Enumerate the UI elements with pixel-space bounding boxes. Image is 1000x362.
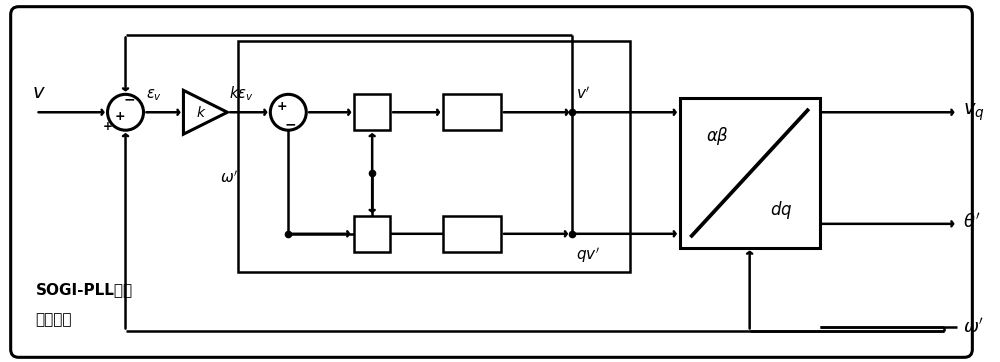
Text: SOGI-PLL相角: SOGI-PLL相角 (36, 282, 133, 297)
Text: $1/s$: $1/s$ (460, 104, 484, 121)
Text: $v_q$: $v_q$ (963, 101, 985, 123)
Text: 检测模块: 检测模块 (36, 312, 72, 327)
FancyBboxPatch shape (443, 216, 501, 252)
Text: −: − (284, 117, 296, 131)
FancyBboxPatch shape (354, 94, 390, 130)
FancyBboxPatch shape (443, 94, 501, 130)
Text: $\theta'$: $\theta'$ (963, 212, 981, 231)
Text: $v'$: $v'$ (576, 86, 590, 102)
Text: −: − (124, 92, 135, 106)
Text: +: + (103, 120, 112, 133)
Text: $v$: $v$ (32, 83, 45, 102)
Text: $\omega'$: $\omega'$ (963, 318, 985, 337)
Text: $dq$: $dq$ (770, 199, 793, 221)
Text: $\alpha\beta$: $\alpha\beta$ (706, 125, 729, 147)
Text: $k$: $k$ (196, 105, 207, 120)
Text: $\varepsilon_v$: $\varepsilon_v$ (146, 88, 163, 103)
Text: $k\varepsilon_v$: $k\varepsilon_v$ (229, 85, 254, 103)
Text: $\times$: $\times$ (364, 224, 380, 243)
FancyBboxPatch shape (11, 7, 972, 357)
Text: $\omega'$: $\omega'$ (220, 170, 238, 186)
FancyBboxPatch shape (238, 41, 630, 272)
Text: +: + (114, 110, 125, 123)
Text: $qv'$: $qv'$ (576, 246, 600, 265)
FancyBboxPatch shape (354, 216, 390, 252)
Text: $1/s$: $1/s$ (460, 225, 484, 242)
FancyBboxPatch shape (680, 98, 820, 248)
Text: $\times$: $\times$ (364, 103, 380, 122)
Text: +: + (277, 100, 288, 113)
